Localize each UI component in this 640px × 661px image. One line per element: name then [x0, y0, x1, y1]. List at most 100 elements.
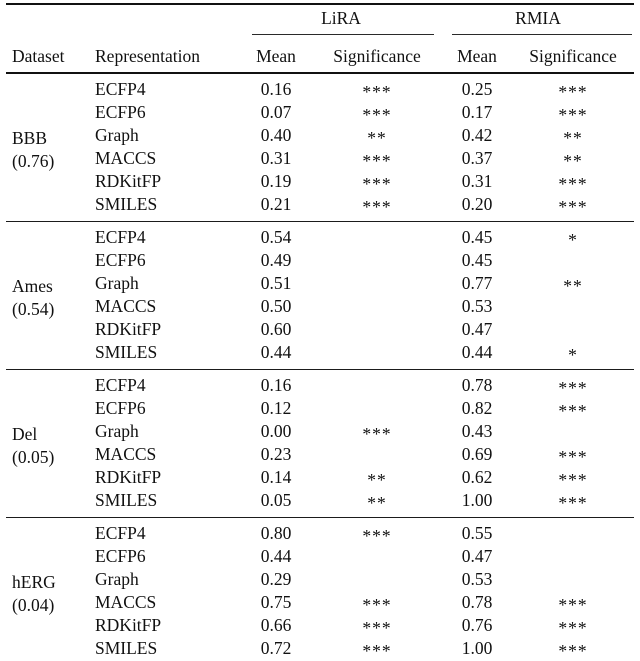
dataset-score: (0.76) — [12, 150, 55, 171]
lira-significance-cell — [312, 545, 442, 568]
lira-mean-cell: 0.72 — [260, 638, 292, 658]
representation-cell: MACCS — [95, 148, 157, 168]
lira-mean-cell: 0.54 — [240, 221, 312, 249]
rmia-significance-cell — [512, 545, 634, 568]
rmia-mean-cell: 0.44 — [461, 342, 493, 362]
column-header-lira-mean: Mean — [240, 35, 312, 74]
rmia-mean-cell: 0.42 — [461, 125, 493, 145]
lira-significance-cell: *** — [312, 73, 442, 102]
representation-cell: ECFP6 — [95, 398, 146, 418]
column-header-rmia-significance: Significance — [512, 35, 635, 74]
lira-mean-cell: 0.12 — [260, 398, 292, 418]
table-row: MACCS 0.31 *** 0.37 ** — [6, 147, 634, 171]
significance-stars: ** — [563, 276, 583, 296]
table-row: Graph 0.40 ** 0.42 ** — [6, 124, 634, 148]
lira-significance-cell: ** — [312, 124, 442, 148]
table-header: LiRA RMIA Dataset Representation Mean Si… — [6, 4, 635, 74]
group-header-row: LiRA RMIA — [6, 4, 634, 35]
representation-cell: SMILES — [95, 638, 158, 658]
representation-cell: SMILES — [95, 194, 158, 214]
rmia-significance-cell: ** — [512, 147, 634, 171]
dataset-label: BBB — [12, 127, 48, 148]
table-row: ECFP6 0.12 0.82 *** — [6, 397, 634, 421]
significance-stars: *** — [558, 447, 588, 467]
rmia-significance-cell: *** — [512, 591, 634, 615]
rmia-significance-cell: *** — [512, 637, 634, 661]
rmia-significance-cell: *** — [512, 101, 634, 125]
dataset-block-ames: Ames (0.54) ECFP4 0.54 0.45 * ECFP6 0.49 0.45 Gra… — [6, 221, 635, 370]
representation-cell: RDKitFP — [95, 171, 162, 191]
rmia-mean-cell: 0.82 — [461, 398, 493, 418]
rmia-significance-cell: *** — [512, 193, 634, 222]
representation-cell: MACCS — [95, 592, 157, 612]
lira-significance-cell: *** — [312, 420, 442, 444]
lira-significance-cell — [312, 318, 442, 341]
rmia-significance-cell: ** — [512, 124, 634, 148]
representation-cell: ECFP6 — [95, 546, 146, 566]
rmia-mean-cell: 0.76 — [461, 615, 493, 635]
lira-significance-cell — [312, 295, 442, 318]
significance-stars: *** — [558, 82, 588, 102]
representation-cell: ECFP4 — [92, 369, 240, 397]
representation-cell: ECFP6 — [95, 250, 146, 270]
dataset-block-del: Del (0.05) ECFP4 0.16 0.78 *** ECFP6 0.12 0.82 **… — [6, 369, 635, 518]
representation-cell: RDKitFP — [95, 319, 162, 339]
significance-stars: *** — [362, 641, 392, 661]
dataset-score: (0.54) — [12, 298, 55, 319]
rmia-mean-cell: 0.69 — [461, 444, 493, 464]
rmia-mean-cell: 0.43 — [461, 421, 493, 441]
table-row: Graph 0.29 0.53 — [6, 568, 634, 591]
dataset-label: hERG — [12, 571, 56, 592]
rmia-significance-cell: *** — [512, 170, 634, 194]
table-row: SMILES 0.44 0.44 * — [6, 341, 634, 370]
table-row: RDKitFP 0.14 ** 0.62 *** — [6, 466, 634, 490]
dataset-cell: Ames (0.54) — [6, 221, 92, 370]
rmia-significance-cell: *** — [512, 489, 634, 518]
rmia-mean-cell: 0.47 — [461, 546, 493, 566]
rmia-mean-cell: 0.78 — [442, 369, 512, 397]
rmia-mean-cell: 0.37 — [461, 148, 493, 168]
lira-mean-cell: 0.40 — [260, 125, 292, 145]
lira-mean-cell: 0.49 — [260, 250, 292, 270]
cmidrule-lira — [252, 34, 434, 35]
significance-stars: *** — [558, 595, 588, 615]
significance-stars: ** — [563, 128, 583, 148]
lira-mean-cell: 0.31 — [260, 148, 292, 168]
representation-cell: MACCS — [95, 444, 157, 464]
dataset-cell: hERG (0.04) — [6, 517, 92, 661]
rmia-significance-cell — [512, 295, 634, 318]
table-row: Del (0.05) ECFP4 0.16 0.78 *** — [6, 369, 635, 518]
representation-cell: ECFP4 — [92, 517, 240, 545]
rmia-mean-cell: 0.55 — [442, 517, 512, 545]
table-row: MACCS 0.23 0.69 *** — [6, 443, 634, 467]
dataset-block-herg: hERG (0.04) ECFP4 0.80 *** 0.55 ECFP6 0.44 0.47 G… — [6, 517, 635, 661]
rmia-significance-cell — [512, 517, 635, 545]
lira-significance-cell: *** — [312, 637, 442, 661]
significance-stars: *** — [558, 401, 588, 421]
significance-stars: * — [568, 345, 578, 365]
rmia-mean-cell: 1.00 — [461, 490, 493, 510]
table-row: MACCS 0.50 0.53 — [6, 295, 634, 318]
rmia-significance-cell — [512, 420, 634, 443]
rmia-significance-cell — [512, 568, 634, 591]
lira-mean-cell: 0.16 — [240, 369, 312, 397]
lira-mean-cell: 0.60 — [260, 319, 292, 339]
significance-stars: *** — [362, 424, 392, 444]
representation-cell: SMILES — [95, 490, 158, 510]
lira-mean-cell: 0.16 — [260, 79, 292, 99]
column-header-dataset: Dataset — [6, 35, 92, 74]
lira-significance-cell: *** — [312, 591, 442, 615]
rmia-significance-cell: ** — [512, 272, 634, 296]
table-row: ECFP6 0.44 0.47 — [6, 545, 634, 568]
table-row: SMILES 0.21 *** 0.20 *** — [6, 193, 634, 222]
lira-significance-cell: *** — [312, 517, 442, 546]
significance-stars: *** — [362, 82, 392, 102]
significance-stars: ** — [367, 470, 387, 490]
table-row: Graph 0.00 *** 0.43 — [6, 420, 634, 444]
rmia-mean-cell: 0.53 — [461, 569, 493, 589]
rmia-mean-cell: 0.17 — [461, 102, 493, 122]
dataset-cell: BBB (0.76) — [6, 73, 92, 222]
rmia-mean-cell: 0.77 — [461, 273, 493, 293]
lira-mean-cell: 0.05 — [260, 490, 292, 510]
group-label-lira: LiRA — [321, 8, 361, 28]
